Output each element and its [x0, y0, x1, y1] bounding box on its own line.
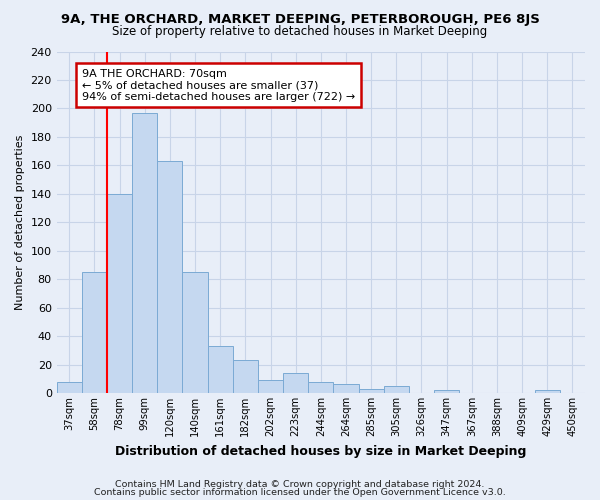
Bar — [107, 194, 132, 393]
X-axis label: Distribution of detached houses by size in Market Deeping: Distribution of detached houses by size … — [115, 444, 527, 458]
Text: Contains HM Land Registry data © Crown copyright and database right 2024.: Contains HM Land Registry data © Crown c… — [115, 480, 485, 489]
Text: 9A, THE ORCHARD, MARKET DEEPING, PETERBOROUGH, PE6 8JS: 9A, THE ORCHARD, MARKET DEEPING, PETERBO… — [61, 12, 539, 26]
Bar — [233, 360, 258, 393]
Bar — [283, 373, 308, 393]
Bar — [334, 384, 359, 393]
Text: Size of property relative to detached houses in Market Deeping: Size of property relative to detached ho… — [112, 25, 488, 38]
Bar — [384, 386, 409, 393]
Y-axis label: Number of detached properties: Number of detached properties — [15, 134, 25, 310]
Bar — [182, 272, 208, 393]
Bar — [157, 161, 182, 393]
Bar — [434, 390, 459, 393]
Bar — [82, 272, 107, 393]
Text: 9A THE ORCHARD: 70sqm
← 5% of detached houses are smaller (37)
94% of semi-detac: 9A THE ORCHARD: 70sqm ← 5% of detached h… — [82, 68, 355, 102]
Bar — [132, 112, 157, 393]
Bar — [208, 346, 233, 393]
Text: Contains public sector information licensed under the Open Government Licence v3: Contains public sector information licen… — [94, 488, 506, 497]
Bar — [359, 388, 384, 393]
Bar — [535, 390, 560, 393]
Bar — [56, 382, 82, 393]
Bar — [258, 380, 283, 393]
Bar — [308, 382, 334, 393]
